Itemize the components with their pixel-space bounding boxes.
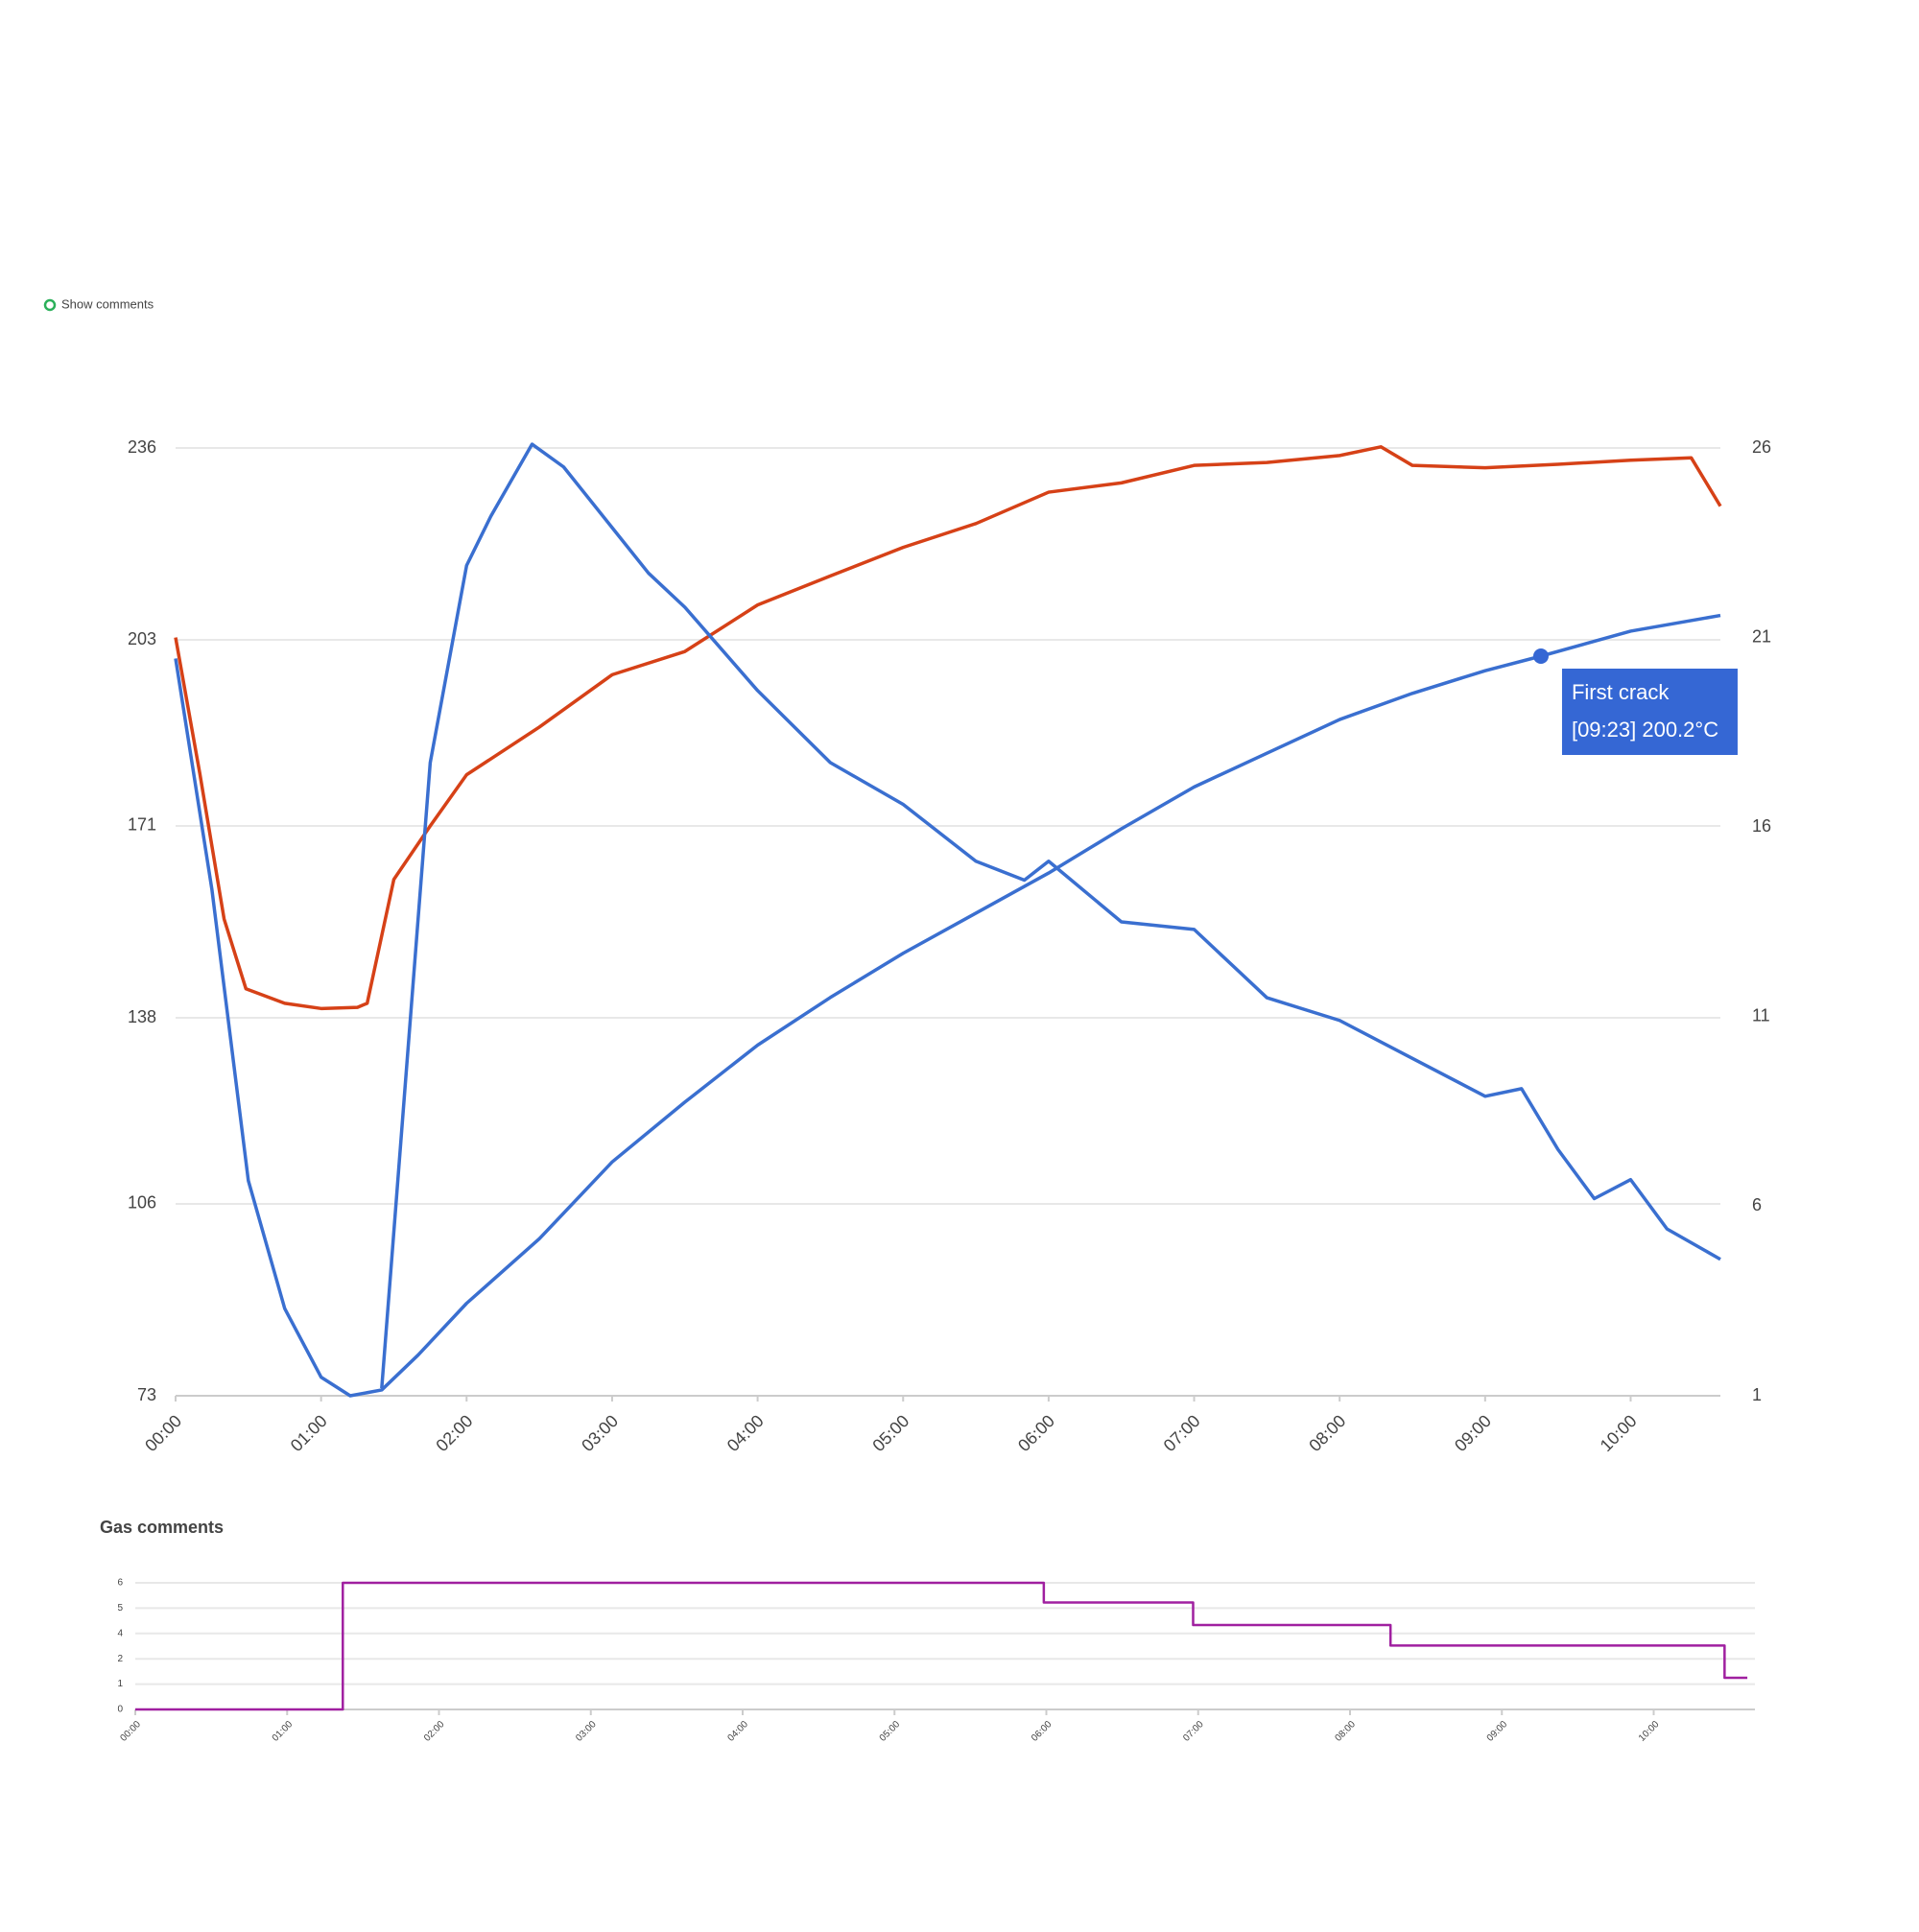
- annotation-marker: [1532, 648, 1549, 664]
- y-tick-label: 2: [117, 1654, 123, 1664]
- x-tick-label: 02:00: [422, 1719, 447, 1744]
- toggle-icon[interactable]: [43, 298, 57, 312]
- x-tick-label: 09:00: [1451, 1411, 1495, 1455]
- y-tick-label: 171: [128, 815, 156, 835]
- y-tick-label: 6: [117, 1578, 123, 1589]
- x-tick-label: 03:00: [574, 1719, 599, 1744]
- series-line: [380, 442, 1721, 1389]
- x-tick-label: 06:00: [1030, 1719, 1054, 1744]
- x-tick-label: 07:00: [1160, 1411, 1204, 1455]
- x-tick-label: 05:00: [878, 1719, 903, 1744]
- series-line: [135, 1581, 1748, 1711]
- y2-tick-label: 26: [1752, 437, 1771, 457]
- x-tick-label: 08:00: [1305, 1411, 1349, 1455]
- y2-tick-label: 1: [1752, 1385, 1762, 1404]
- y-tick-label: 73: [137, 1385, 156, 1404]
- y-tick-label: 203: [128, 629, 156, 648]
- x-tick-label: 04:00: [726, 1719, 751, 1744]
- x-tick-label: 07:00: [1181, 1719, 1206, 1744]
- annotation-text: [09:23] 200.2°C: [1572, 718, 1718, 742]
- y-tick-label: 106: [128, 1193, 156, 1213]
- x-tick-label: 05:00: [868, 1411, 912, 1455]
- x-tick-label: 01:00: [287, 1411, 331, 1455]
- chart-title: Gas comments: [100, 1518, 224, 1537]
- x-tick-label: 06:00: [1014, 1411, 1058, 1455]
- series-line: [174, 613, 1721, 1398]
- x-tick-label: 01:00: [271, 1719, 296, 1744]
- y-tick-label: 0: [117, 1705, 123, 1715]
- x-tick-label: 10:00: [1637, 1719, 1662, 1744]
- x-tick-label: 03:00: [578, 1411, 622, 1455]
- x-tick-label: 10:00: [1597, 1411, 1641, 1455]
- series-line: [174, 445, 1722, 1011]
- x-tick-label: 08:00: [1334, 1719, 1359, 1744]
- y-tick-label: 236: [128, 437, 156, 457]
- x-tick-label: 02:00: [432, 1411, 476, 1455]
- toggle-label[interactable]: Show comments: [61, 296, 154, 311]
- y2-tick-label: 11: [1752, 1006, 1770, 1025]
- y2-tick-label: 16: [1752, 816, 1771, 836]
- y-tick-label: 5: [117, 1603, 123, 1614]
- annotation-label: First crack: [1572, 680, 1670, 704]
- y-tick-label: 138: [128, 1007, 156, 1026]
- x-tick-label: 04:00: [723, 1411, 768, 1455]
- annotation-box: [1561, 668, 1738, 755]
- x-tick-label: 09:00: [1485, 1719, 1510, 1744]
- y-tick-label: 4: [117, 1628, 123, 1638]
- x-tick-label: 00:00: [119, 1719, 144, 1744]
- y2-tick-label: 6: [1752, 1195, 1762, 1214]
- y-tick-label: 1: [117, 1679, 123, 1689]
- y2-tick-label: 21: [1752, 626, 1771, 646]
- x-tick-label: 00:00: [141, 1411, 185, 1455]
